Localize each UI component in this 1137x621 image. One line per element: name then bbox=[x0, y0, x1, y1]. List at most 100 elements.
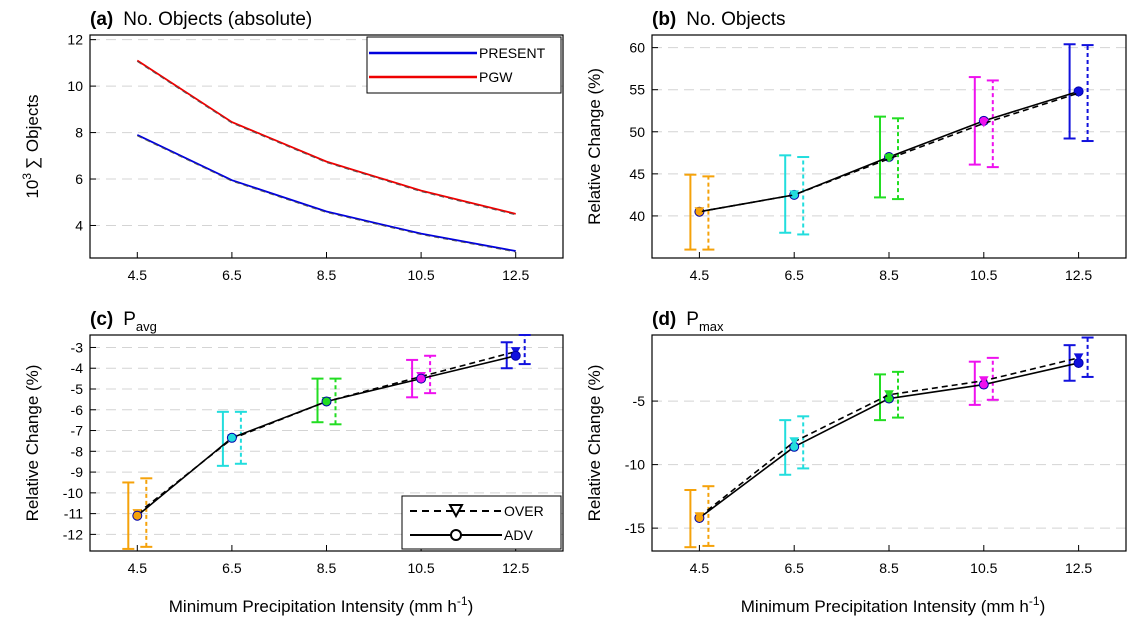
data-point-over bbox=[789, 190, 800, 199]
data-point-adv bbox=[321, 396, 332, 407]
legend-marker-adv bbox=[450, 529, 462, 541]
panel-title: (c) Pavg bbox=[90, 309, 157, 334]
panel-label: (c) bbox=[90, 309, 113, 330]
data-point-over bbox=[978, 376, 989, 385]
legend-label: OVER bbox=[504, 503, 544, 519]
y-tick-label: 6 bbox=[75, 171, 83, 187]
legend-label: ADV bbox=[504, 527, 533, 543]
x-tick-label: 8.5 bbox=[879, 267, 899, 283]
data-point-adv bbox=[226, 432, 237, 443]
y-tick-label: -10 bbox=[63, 485, 83, 501]
y-tick-label: 4 bbox=[75, 217, 83, 233]
y-tick-label: -12 bbox=[63, 526, 83, 542]
x-tick-label: 8.5 bbox=[879, 560, 899, 576]
y-axis-label-text: ∑ Objects bbox=[23, 94, 42, 168]
y-tick-label: 12 bbox=[67, 32, 83, 48]
y-tick-label: 55 bbox=[629, 82, 645, 98]
y-tick-label: -5 bbox=[633, 393, 646, 409]
panel-c: -12 -11 -10 -9 -8 -7 -6 -5 -4 -3 4.5 6.5 8.5 10.5 12.5… bbox=[23, 309, 564, 576]
x-tick-label: 6.5 bbox=[784, 560, 804, 576]
series-line-adv bbox=[136, 354, 516, 517]
data-point-over bbox=[884, 154, 894, 163]
series-line-adv bbox=[699, 90, 1079, 213]
y-tick-label: 8 bbox=[75, 125, 83, 141]
y-axis-label: 103 ∑ Objects bbox=[20, 94, 42, 198]
x-axis-label-right: Minimum Precipitation Intensity (mm h-1) bbox=[741, 594, 1045, 616]
panel-b: 40 45 50 55 60 4.5 6.5 8.5 10.5 12.5 (b) No. Object… bbox=[585, 9, 1127, 283]
panel-label: (b) bbox=[652, 9, 676, 30]
data-point-adv bbox=[510, 350, 521, 361]
x-tick-label: 8.5 bbox=[317, 267, 337, 283]
y-tick-label: 50 bbox=[629, 124, 645, 140]
data-point-over bbox=[694, 512, 705, 521]
plot-frame bbox=[651, 334, 1127, 552]
x-axis-label-left: Minimum Precipitation Intensity (mm h-1) bbox=[169, 594, 473, 616]
x-tick-label: 10.5 bbox=[407, 560, 434, 576]
y-tick-label: -6 bbox=[71, 402, 84, 418]
panel-d: -15 -10 -5 4.5 6.5 8.5 10.5 12.5 (d) Pmax Relative… bbox=[585, 309, 1127, 576]
plot-frame bbox=[651, 34, 1127, 259]
x-tick-label: 10.5 bbox=[970, 560, 997, 576]
panel-title-text: P bbox=[686, 309, 699, 330]
panel-title: (d) Pmax bbox=[652, 309, 724, 334]
y-tick-label: -11 bbox=[64, 506, 83, 522]
y-axis-label: Relative Change (%) bbox=[23, 365, 42, 522]
x-tick-label: 12.5 bbox=[502, 560, 529, 576]
y-tick-label: -15 bbox=[625, 520, 645, 536]
data-point-over bbox=[884, 390, 894, 399]
data-point-over bbox=[694, 207, 705, 216]
y-tick-label: 45 bbox=[629, 166, 645, 182]
y-tick-label: 10 bbox=[67, 78, 83, 94]
y-tick-label: 60 bbox=[629, 40, 645, 56]
y-axis-label-sup: 3 bbox=[20, 173, 34, 180]
legend-box bbox=[401, 495, 562, 550]
y-tick-label: -9 bbox=[71, 464, 84, 480]
panel-label: (d) bbox=[652, 309, 676, 330]
y-axis-label: Relative Change (%) bbox=[585, 68, 604, 225]
data-point-over bbox=[1073, 353, 1084, 362]
data-point-adv bbox=[416, 373, 427, 384]
y-tick-label: -3 bbox=[71, 339, 84, 355]
series-line-over bbox=[136, 350, 516, 515]
data-point-over bbox=[789, 437, 800, 446]
panel-label: (a) bbox=[90, 9, 113, 30]
legend-label: PGW bbox=[479, 69, 513, 85]
series-line-over bbox=[698, 357, 1079, 518]
panel-a: 4 6 8 10 12 4.5 6.5 8.5 10.5 12.5 (a) No. Objects (… bbox=[20, 9, 564, 283]
data-point-adv bbox=[132, 510, 143, 521]
x-tick-label: 10.5 bbox=[407, 267, 434, 283]
y-axis-label-prefix: 10 bbox=[23, 180, 42, 199]
panel-title-text: No. Objects bbox=[686, 9, 785, 30]
x-tick-label: 12.5 bbox=[502, 267, 529, 283]
series-line-over bbox=[699, 92, 1079, 213]
x-tick-label: 6.5 bbox=[222, 560, 242, 576]
y-tick-label: -10 bbox=[625, 457, 645, 473]
panel-title: (b) No. Objects bbox=[652, 9, 786, 30]
series-line-shadow bbox=[137, 135, 516, 253]
x-tick-label: 4.5 bbox=[690, 267, 710, 283]
x-tick-label: 12.5 bbox=[1065, 560, 1092, 576]
panel-title-text: P bbox=[123, 309, 136, 330]
panel-title-sub: max bbox=[699, 319, 724, 334]
x-tick-label: 6.5 bbox=[784, 267, 804, 283]
x-tick-label: 12.5 bbox=[1065, 267, 1092, 283]
x-tick-label: 6.5 bbox=[222, 267, 242, 283]
x-tick-label: 4.5 bbox=[690, 560, 710, 576]
y-tick-label: 40 bbox=[629, 208, 645, 224]
legend-box bbox=[366, 36, 562, 94]
series-line-shadow bbox=[137, 61, 516, 216]
y-tick-label: -7 bbox=[71, 423, 84, 439]
panel-title-sub: avg bbox=[136, 319, 157, 334]
panel-title-text: No. Objects (absolute) bbox=[123, 9, 312, 30]
series-line-pgw bbox=[136, 59, 516, 215]
legend-marker-over bbox=[448, 504, 464, 519]
data-point-over bbox=[1073, 88, 1084, 98]
x-tick-label: 8.5 bbox=[317, 560, 337, 576]
y-axis-label: Relative Change (%) bbox=[585, 365, 604, 522]
data-point-over bbox=[978, 118, 989, 128]
series-line-adv bbox=[698, 362, 1079, 519]
x-tick-label: 4.5 bbox=[128, 267, 148, 283]
legend-label: PRESENT bbox=[479, 45, 546, 61]
panel-title: (a) No. Objects (absolute) bbox=[90, 9, 312, 30]
